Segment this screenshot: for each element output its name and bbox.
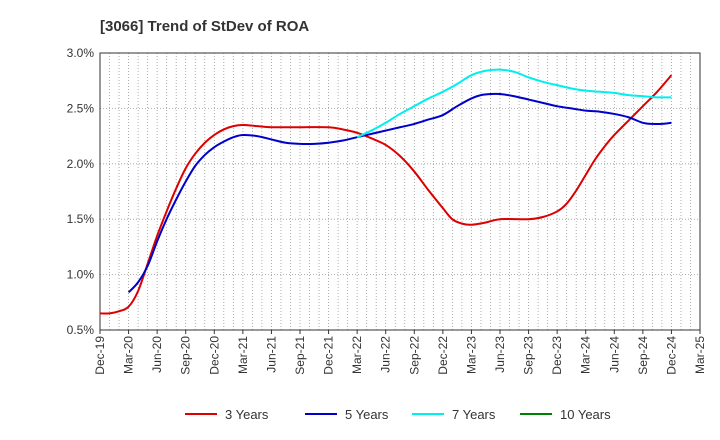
series-line-0 — [99, 74, 673, 315]
x-tick-label: Dec-23 — [550, 336, 564, 375]
x-tick-label: Jun-22 — [379, 336, 393, 373]
y-tick-label: 2.5% — [67, 101, 95, 115]
plot-area — [100, 53, 700, 330]
x-tick-label: Jun-23 — [493, 336, 507, 373]
x-tick-label: Jun-21 — [264, 336, 278, 373]
x-tick-label: Dec-22 — [436, 336, 450, 375]
legend-label: 5 Years — [345, 407, 389, 422]
x-tick-label: Sep-21 — [293, 336, 307, 375]
x-axis-tick-labels: Dec-19 Mar-20 Jun-20 Sep-20 Dec-20 Mar-21 Jun-… — [93, 330, 707, 375]
x-tick-label: Sep-20 — [179, 336, 193, 375]
x-tick-label: Dec-19 — [93, 336, 107, 375]
legend-label: 3 Years — [225, 407, 269, 422]
legend-label: 7 Years — [452, 407, 496, 422]
legend: 3 Years 5 Years 7 Years 10 Years — [185, 407, 611, 422]
x-tick-label: Sep-24 — [636, 336, 650, 375]
x-tick-label: Jun-20 — [150, 336, 164, 373]
x-tick-label: Jun-24 — [607, 336, 621, 373]
x-tick-label: Sep-22 — [407, 336, 421, 375]
legend-label: 10 Years — [560, 407, 611, 422]
x-tick-label: Sep-23 — [522, 336, 536, 375]
x-tick-label: Mar-20 — [122, 336, 136, 374]
y-tick-label: 3.0% — [67, 46, 95, 60]
x-tick-label: Dec-20 — [207, 336, 221, 375]
x-tick-label: Dec-24 — [664, 336, 678, 375]
y-tick-label: 1.5% — [67, 212, 95, 226]
horizontal-gridlines — [100, 108, 700, 276]
y-axis-tick-labels: 0.5% 1.0% 1.5% 2.0% 2.5% 3.0% — [67, 46, 95, 337]
chart-title: [3066] Trend of StDev of ROA — [100, 18, 309, 35]
y-tick-label: 1.0% — [67, 268, 95, 282]
x-tick-label: Dec-21 — [322, 336, 336, 375]
series-line-2 — [356, 68, 672, 139]
y-tick-label: 2.0% — [67, 157, 95, 171]
x-tick-label: Mar-23 — [464, 336, 478, 374]
x-tick-label: Mar-21 — [236, 336, 250, 374]
y-tick-label: 0.5% — [67, 323, 95, 337]
x-tick-label: Mar-24 — [579, 336, 593, 374]
plot-frame — [99, 52, 701, 331]
x-tick-label: Mar-22 — [350, 336, 364, 374]
series-lines — [99, 68, 673, 315]
series-line-1 — [127, 92, 672, 294]
x-tick-label: Mar-25 — [693, 336, 707, 374]
